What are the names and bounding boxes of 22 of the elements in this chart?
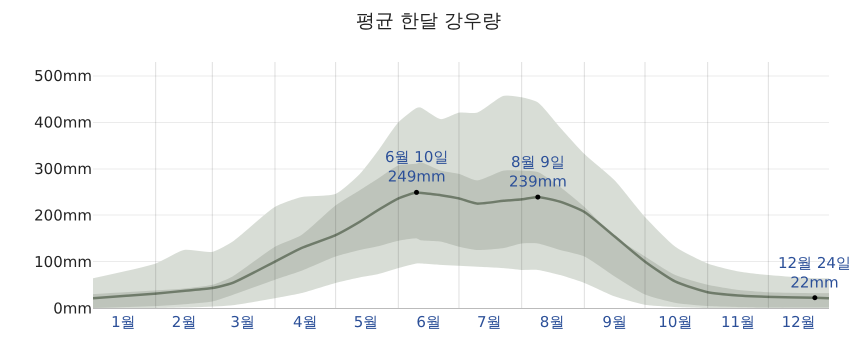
x-tick-label: 10월 bbox=[658, 313, 692, 331]
x-tick-label: 5월 bbox=[354, 313, 378, 331]
y-tick-label: 400mm bbox=[34, 114, 92, 132]
chart-title: 평균 한달 강우량 bbox=[356, 10, 502, 32]
x-tick-label: 9월 bbox=[602, 313, 627, 331]
x-tick-label: 11월 bbox=[720, 313, 756, 331]
x-tick-label: 12월 bbox=[782, 313, 816, 331]
y-tick-label: 100mm bbox=[34, 252, 92, 271]
x-tick-label: 6월 bbox=[416, 313, 441, 331]
annotation: 8월 9일 239mm bbox=[509, 153, 567, 190]
annotation: 6월 10일 249mm bbox=[385, 148, 448, 186]
x-tick-label: 8월 bbox=[540, 313, 564, 331]
y-tick-label: 0mm bbox=[53, 299, 92, 318]
y-tick-label: 300mm bbox=[34, 160, 92, 178]
x-tick-label: 4월 bbox=[293, 313, 318, 331]
annotation: 12월 24일 22mm bbox=[778, 254, 851, 292]
y-tick-label: 200mm bbox=[34, 206, 92, 224]
x-tick-label: 2월 bbox=[172, 313, 196, 331]
x-tick-label: 7월 bbox=[477, 313, 502, 331]
x-tick-label: 1월 bbox=[111, 313, 136, 331]
y-tick-label: 500mm bbox=[34, 67, 92, 86]
x-tick-label: 3월 bbox=[230, 313, 255, 331]
